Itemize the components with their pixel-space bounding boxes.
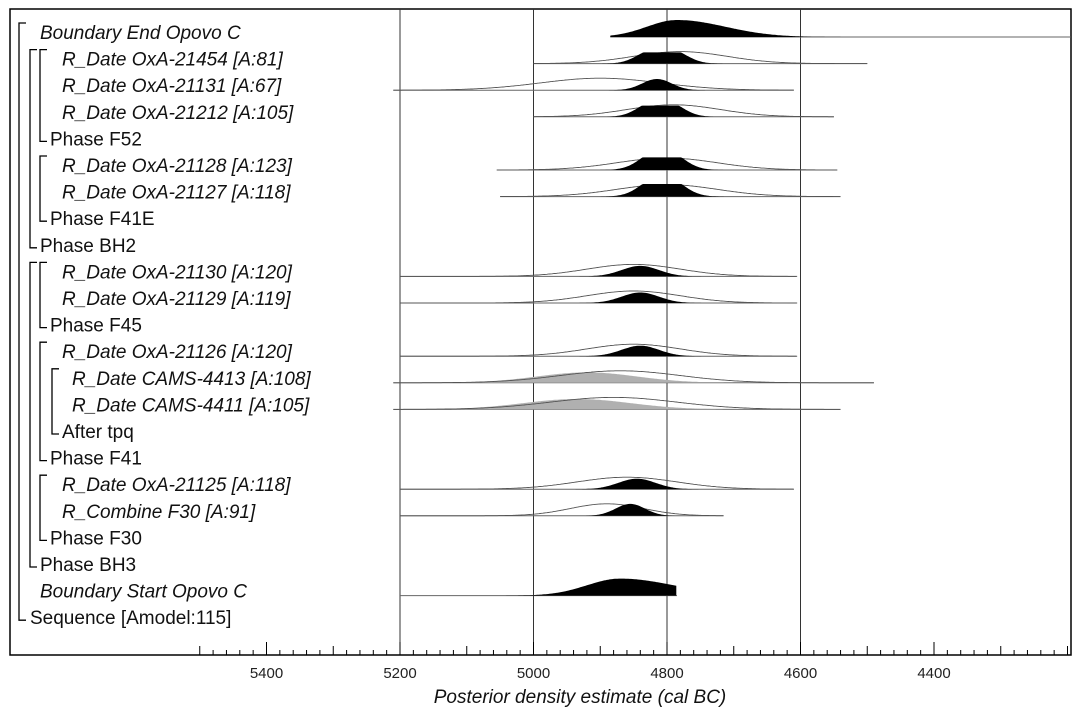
row-label: Phase F41E <box>50 209 155 230</box>
row-label: R_Date OxA-21125 [A:118] <box>62 475 291 496</box>
posterior-density <box>500 184 841 197</box>
row-label: R_Date OxA-21130 [A:120] <box>62 262 293 283</box>
prior-outline <box>393 370 874 384</box>
phase-f45-bracket <box>39 261 47 329</box>
phase-f30-bracket <box>39 474 47 542</box>
phase-bh2-bracket <box>29 48 37 249</box>
row-label: R_Date OxA-21128 [A:123] <box>62 156 293 177</box>
row-label: Boundary End Opovo C <box>40 23 241 44</box>
gridlines <box>399 9 801 655</box>
after-tpq-bracket <box>51 368 59 435</box>
posterior-density-grey <box>393 372 874 383</box>
prior-outline <box>393 396 841 410</box>
row-label: R_Date CAMS-4411 [A:105] <box>72 395 310 416</box>
prior-outline <box>393 77 794 91</box>
phase-f41-bracket <box>39 341 47 462</box>
row-label: Sequence [Amodel:115] <box>30 608 231 629</box>
prior-outline <box>400 343 797 357</box>
tick-label-5400: 5400 <box>250 665 283 682</box>
row-label: Phase BH2 <box>40 236 136 257</box>
row-label: R_Date OxA-21126 [A:120] <box>62 342 293 363</box>
prior-outline <box>400 476 794 490</box>
row-label: After tpq <box>62 422 134 443</box>
row-label: R_Date OxA-21454 [A:81] <box>62 50 283 71</box>
x-axis-title: Posterior density estimate (cal BC) <box>434 687 727 708</box>
posterior-density <box>533 105 834 117</box>
tick-label-5000: 5000 <box>517 665 550 682</box>
row-label: Phase F30 <box>50 528 142 549</box>
phase-bh3-bracket <box>29 261 37 568</box>
row-label: Phase F52 <box>50 129 142 150</box>
posterior-density <box>400 503 724 516</box>
prior-outline <box>400 503 724 517</box>
tick-label-4600: 4600 <box>784 665 817 682</box>
phase-f52-bracket <box>39 48 47 143</box>
prior-outline <box>400 263 797 277</box>
row-label: Phase F45 <box>50 316 142 337</box>
phase-f41e-bracket <box>39 155 47 222</box>
posterior-density <box>393 79 794 91</box>
plot-frame <box>9 8 1072 656</box>
tick-label-4800: 4800 <box>650 665 683 682</box>
model-brackets <box>18 22 59 621</box>
row-label: Phase BH3 <box>40 555 136 576</box>
posterior-density-grey <box>393 399 841 410</box>
x-axis: 5400 5200 5000 4800 4600 4400 <box>199 642 1068 682</box>
row-label: R_Date OxA-21131 [A:67] <box>62 76 282 97</box>
tick-label-5200: 5200 <box>383 665 416 682</box>
tick-label-4400: 4400 <box>917 665 950 682</box>
row-label: Phase F41 <box>50 449 142 470</box>
posterior-density <box>496 157 838 170</box>
row-label: Boundary Start Opovo C <box>40 582 247 603</box>
row-label: R_Date OxA-21129 [A:119] <box>62 289 291 310</box>
prior-outline <box>400 290 797 304</box>
distributions <box>393 20 1071 597</box>
posterior-density <box>400 578 677 596</box>
row-label: R_Combine F30 [A:91] <box>62 502 256 523</box>
prior-outline <box>533 104 834 118</box>
prior-outline <box>533 51 868 65</box>
row-label: R_Date OxA-21127 [A:118] <box>62 183 291 204</box>
row-label: R_Date OxA-21212 [A:105] <box>62 103 294 124</box>
posterior-density <box>610 20 1071 37</box>
row-labels: Boundary End Opovo C R_Date OxA-21454 [A:… <box>30 23 311 629</box>
sequence-bracket <box>18 22 26 621</box>
row-label: R_Date CAMS-4413 [A:108] <box>72 369 311 390</box>
